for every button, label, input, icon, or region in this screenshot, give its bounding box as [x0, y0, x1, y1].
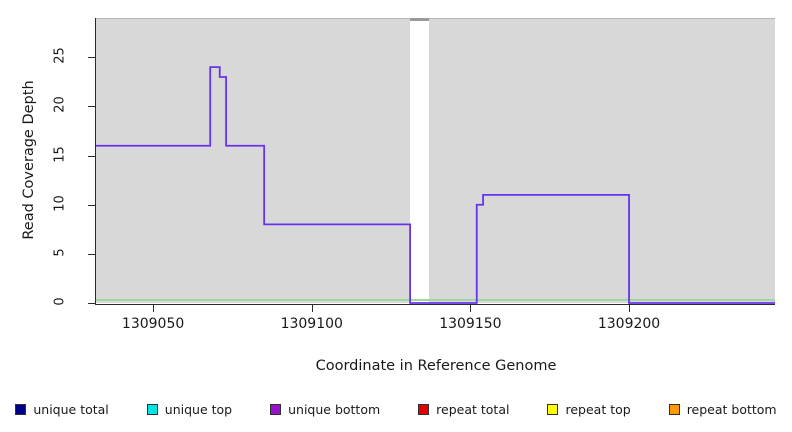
legend-swatch-icon [15, 403, 27, 415]
plot-panel [96, 18, 775, 304]
legend-label: repeat bottom [686, 401, 777, 417]
legend-label: unique top [164, 401, 233, 417]
x-tick-mark [470, 305, 472, 312]
legend-swatch-icon [418, 403, 430, 415]
x-tick-label: 1309200 [597, 316, 661, 332]
y-tick-label: 0 [52, 297, 68, 306]
legend-swatch-icon [146, 403, 158, 415]
x-tick-label: 1309100 [280, 316, 343, 332]
legend-swatch-icon [270, 403, 282, 415]
x-tick-label: 1309150 [439, 316, 502, 332]
y-tick-label: 15 [52, 145, 68, 163]
y-tick-label: 25 [52, 47, 68, 65]
y-tick-mark [88, 204, 95, 206]
legend-label: repeat total [436, 401, 510, 417]
legend-item[interactable]: repeat bottom [668, 401, 777, 417]
x-axis-title: Coordinate in Reference Genome [315, 358, 557, 374]
y-tick-mark [88, 57, 95, 59]
y-tick-mark [88, 106, 95, 108]
series-line-unique-bottom [96, 66, 775, 304]
legend-item[interactable]: repeat total [418, 403, 509, 416]
y-tick-label: 5 [52, 248, 68, 257]
legend-label: unique bottom [288, 401, 381, 417]
x-axis-line [96, 304, 775, 305]
y-tick-mark [88, 303, 95, 304]
x-tick-mark [629, 305, 631, 312]
legend-label: unique total [33, 401, 109, 417]
plot-background [96, 18, 775, 303]
y-tick-label: 10 [52, 194, 68, 212]
y-tick-mark [88, 155, 95, 157]
y-axis-line [95, 18, 96, 305]
legend-swatch-icon [668, 403, 680, 415]
legend-label: repeat top [565, 401, 631, 417]
x-tick-label: 1309050 [121, 316, 185, 332]
legend-item[interactable]: unique bottom [270, 403, 380, 416]
x-tick-mark [153, 305, 155, 312]
legend-item[interactable]: unique total [15, 401, 109, 417]
legend-swatch-icon [547, 403, 559, 415]
y-tick-label: 20 [52, 96, 68, 114]
x-tick-mark [311, 305, 313, 312]
chart-legend: unique total unique top unique bottom repea… [0, 398, 792, 420]
zero-baseline [96, 299, 775, 301]
y-tick-mark [88, 253, 95, 255]
no-coverage-gap-band [410, 18, 430, 303]
legend-item[interactable]: unique top [146, 401, 233, 417]
y-axis-title: Read Coverage Depth [21, 80, 37, 240]
legend-item[interactable]: repeat top [547, 401, 631, 417]
series-layer [96, 66, 775, 304]
